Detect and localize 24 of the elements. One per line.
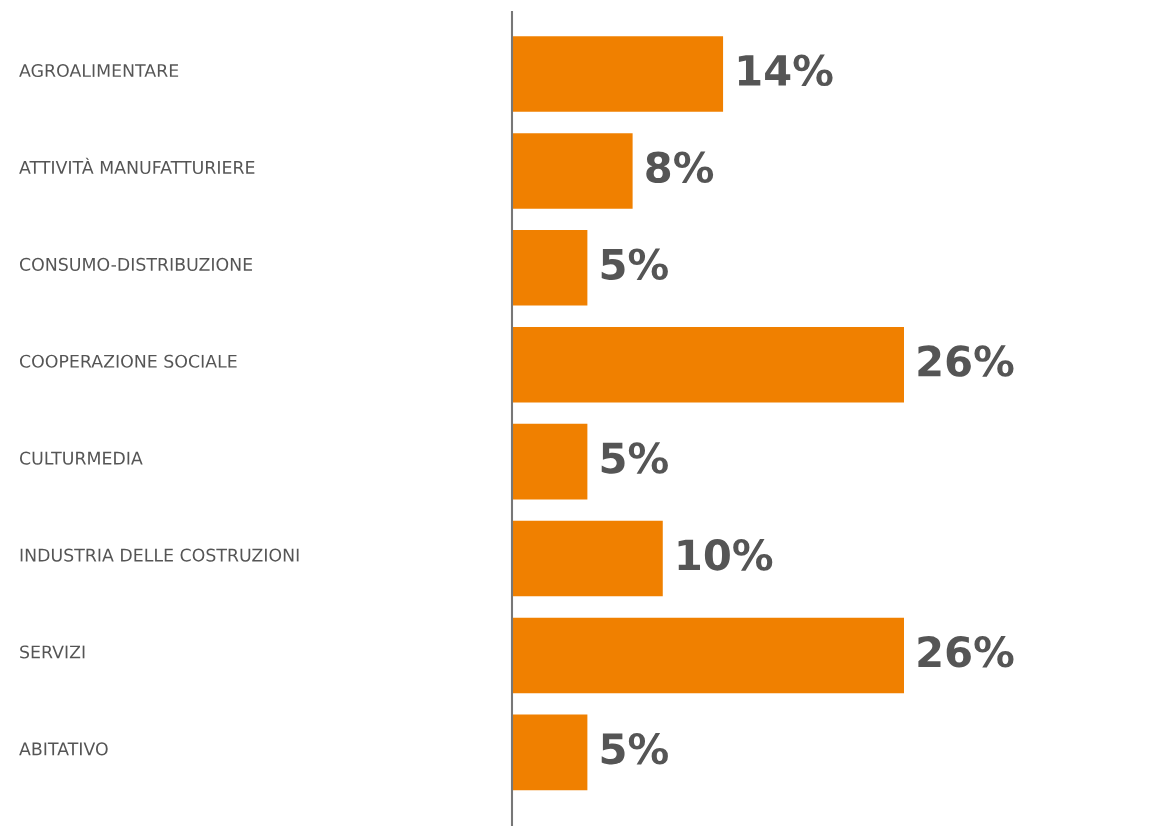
data-label: 8% <box>646 151 714 184</box>
y-tick-label: CULTURMEDIA <box>19 451 143 465</box>
bar <box>512 714 588 791</box>
data-label: 26% <box>918 636 1014 668</box>
bar <box>512 133 633 209</box>
y-tick-label: CONSUMO-DISTRIBUZIONE <box>19 257 253 271</box>
y-tick-label: COOPERAZIONE SOCIALE <box>19 354 237 368</box>
y-tick-label: INDUSTRIA DELLE COSTRUZIONI <box>20 548 299 562</box>
data-label: 26% <box>918 345 1014 377</box>
bar <box>512 230 588 306</box>
bar <box>512 617 904 694</box>
data-label: 5% <box>601 442 668 474</box>
data-label: 5% <box>601 248 668 280</box>
bar <box>512 423 588 500</box>
data-label: 5% <box>601 732 668 765</box>
bar <box>512 520 663 597</box>
y-tick-label: AGROALIMENTARE <box>19 63 179 78</box>
y-tick-label: SERVIZI <box>20 645 85 659</box>
bar <box>512 326 904 403</box>
data-label: 14% <box>738 54 833 87</box>
y-tick-label: ATTIVITÀ MANUFATTURIERE <box>19 157 255 175</box>
bar <box>512 36 724 112</box>
data-label: 10% <box>678 539 773 571</box>
y-tick-label: ABITATIVO <box>19 742 108 756</box>
